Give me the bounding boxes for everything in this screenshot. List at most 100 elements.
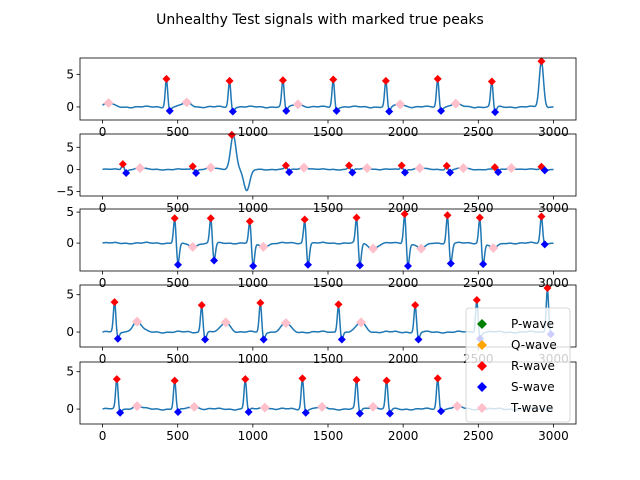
y-tick-label: 5 [66,67,74,81]
s-wave-marker [116,408,125,417]
r-wave-marker [197,301,206,310]
s-wave-marker [192,168,201,177]
t-wave-marker [189,401,200,412]
r-wave-marker [382,376,391,385]
t-wave-marker [132,316,143,327]
signal-line-1 [102,58,554,113]
y-tick-label: −5 [56,185,74,199]
r-wave-marker [442,161,451,170]
r-wave-marker [475,213,484,222]
x-tick-label: 2000 [388,352,419,366]
s-wave-marker [210,256,219,265]
x-tick-label: 0 [99,429,107,443]
x-tick-label: 0 [99,276,107,290]
s-wave-marker [113,334,122,343]
y-tick-label: 0 [66,325,74,339]
x-tick-label: 0 [99,125,107,139]
t-wave-marker [452,401,463,412]
r-wave-marker [206,214,215,223]
t-wave-marker [395,99,406,110]
t-wave-marker [368,401,379,412]
t-wave-marker [259,402,270,413]
legend-label-r-wave: R-wave [511,359,555,373]
s-wave-marker [403,262,412,271]
s-wave-marker [385,409,394,418]
axes-frame-1 [79,57,577,121]
t-wave-marker [280,318,291,329]
y-tick-label: 5 [66,365,74,379]
s-wave-marker [540,166,549,175]
y-tick-label: 5 [66,140,74,154]
r-wave-marker [281,161,290,170]
t-wave-marker [132,401,143,412]
legend-marker-t-wave [477,403,487,413]
r-wave-marker [334,300,343,309]
x-tick-label: 500 [166,201,189,215]
r-wave-marker [227,130,236,139]
x-tick-label: 1500 [313,201,344,215]
x-tick-label: 1000 [238,125,269,139]
x-tick-label: 1500 [313,276,344,290]
s-wave-marker [479,260,488,269]
r-wave-marker [170,214,179,223]
s-wave-marker [355,261,364,270]
s-wave-marker [304,260,313,269]
x-tick-label: 3000 [538,201,569,215]
axes-frame-2 [79,133,577,197]
s-wave-marker [385,107,394,116]
x-tick-label: 2000 [388,201,419,215]
s-wave-marker [282,106,291,115]
legend: P-wave Q-wave R-wave S-wave T-wave [465,307,571,423]
t-wave-marker [103,98,114,109]
x-tick-label: 1500 [313,125,344,139]
y-tick-label: 0 [66,100,74,114]
s-wave-marker [446,259,455,268]
s-wave-marker [201,335,210,344]
r-wave-marker [112,375,121,384]
x-tick-label: 500 [166,352,189,366]
figure-title: Unhealthy Test signals with marked true … [156,12,484,28]
r-wave-marker [537,57,546,66]
axes-frame-3 [79,208,577,272]
signal-line-3 [102,213,554,269]
x-tick-label: 1000 [238,429,269,443]
signal-line-2 [102,134,554,192]
t-wave-marker [298,162,309,173]
r-wave-marker [345,161,354,170]
t-wave-marker [488,243,499,254]
t-wave-marker [135,163,146,174]
legend-marker-s-wave [477,382,487,392]
s-wave-marker [122,168,131,177]
r-wave-marker [487,77,496,86]
r-wave-marker [433,374,442,383]
r-wave-marker [278,76,287,85]
t-wave-marker [362,163,373,174]
r-wave-marker [118,160,127,169]
subplot-2: 0 500 1000 1500 2000 2500 3000 −5 0 5 [56,130,577,215]
y-tick-label: 5 [66,205,74,219]
t-wave-marker [220,317,231,328]
x-tick-label: 2000 [388,429,419,443]
r-wave-marker [397,161,406,170]
t-wave-marker [450,98,461,109]
r-wave-marker [245,217,254,226]
subplot-1: 0 500 1000 1500 2000 2500 3000 0 5 [66,57,577,139]
subplot-5: 0 500 1000 1500 2000 2500 3000 0 5 [66,361,577,443]
s-wave-marker [491,108,500,117]
legend-marker-q-wave [477,340,487,350]
r-wave-marker [490,163,499,172]
s-wave-marker [285,168,294,177]
t-wave-marker [414,163,425,174]
y-tick-label: 5 [66,288,74,302]
t-wave-marker [356,317,367,328]
r-wave-marker [170,376,179,385]
legend-box [465,307,571,423]
s-wave-marker [249,262,258,271]
r-wave-marker [443,211,452,220]
t-wave-marker [181,97,192,108]
r-wave-marker [352,213,361,222]
r-wave-marker [381,76,390,85]
s-wave-marker [540,240,549,249]
r-wave-marker [300,215,309,224]
